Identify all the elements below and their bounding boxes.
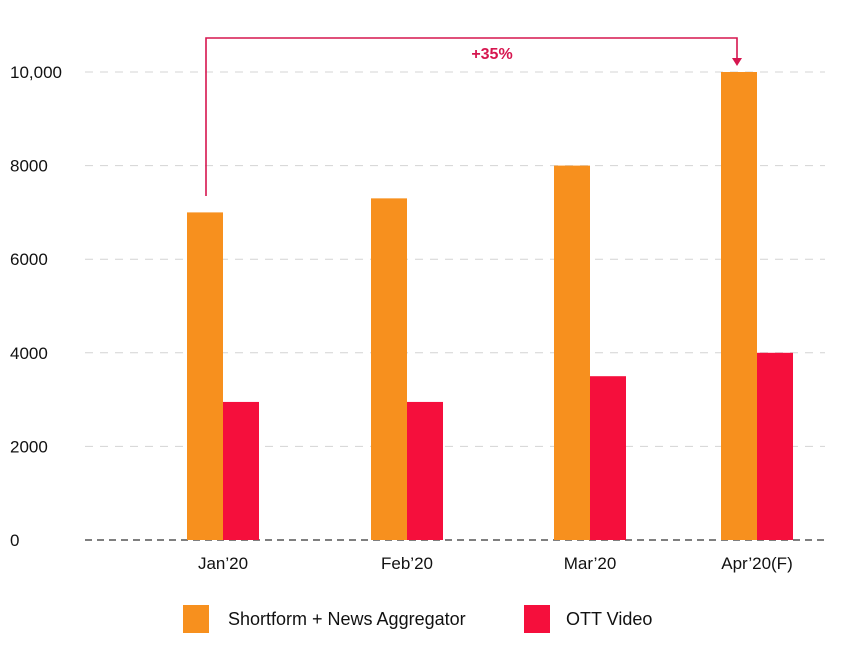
legend: Shortform + News Aggregator OTT Video	[183, 605, 652, 633]
legend-swatch	[524, 605, 550, 633]
bar-shortform-news	[371, 198, 407, 541]
x-tick-label: Feb’20	[381, 554, 433, 573]
bars	[187, 72, 793, 541]
legend-label: OTT Video	[566, 609, 652, 629]
y-tick-label: 4000	[10, 344, 48, 363]
growth-annotation: +35%	[205, 37, 742, 196]
y-tick-label: 8000	[10, 157, 48, 176]
growth-annotation-label: +35%	[471, 46, 512, 63]
bar-ott-video	[407, 401, 443, 540]
legend-label: Shortform + News Aggregator	[228, 609, 466, 629]
y-axis-ticks: 0 2000 4000 6000 8000 10,000	[10, 63, 62, 550]
y-tick-label: 10,000	[10, 63, 62, 82]
growth-annotation-arrow	[205, 37, 738, 196]
bar-shortform-news	[554, 165, 590, 540]
x-tick-label: Jan’20	[198, 554, 248, 573]
x-axis-ticks: Jan’20 Feb’20 Mar’20 Apr’20(F)	[198, 554, 793, 573]
bar-shortform-news	[721, 72, 757, 540]
bar-ott-video	[757, 352, 793, 540]
bar-ott-video	[223, 401, 259, 540]
bar-shortform-news	[187, 212, 223, 540]
legend-swatch	[183, 605, 209, 633]
x-tick-label: Apr’20(F)	[721, 554, 792, 573]
x-tick-label: Mar’20	[564, 554, 617, 573]
y-tick-label: 2000	[10, 437, 48, 456]
y-tick-label: 0	[10, 531, 19, 550]
bar-ott-video	[590, 376, 626, 540]
y-tick-label: 6000	[10, 250, 48, 269]
growth-annotation-arrowhead	[732, 58, 742, 66]
